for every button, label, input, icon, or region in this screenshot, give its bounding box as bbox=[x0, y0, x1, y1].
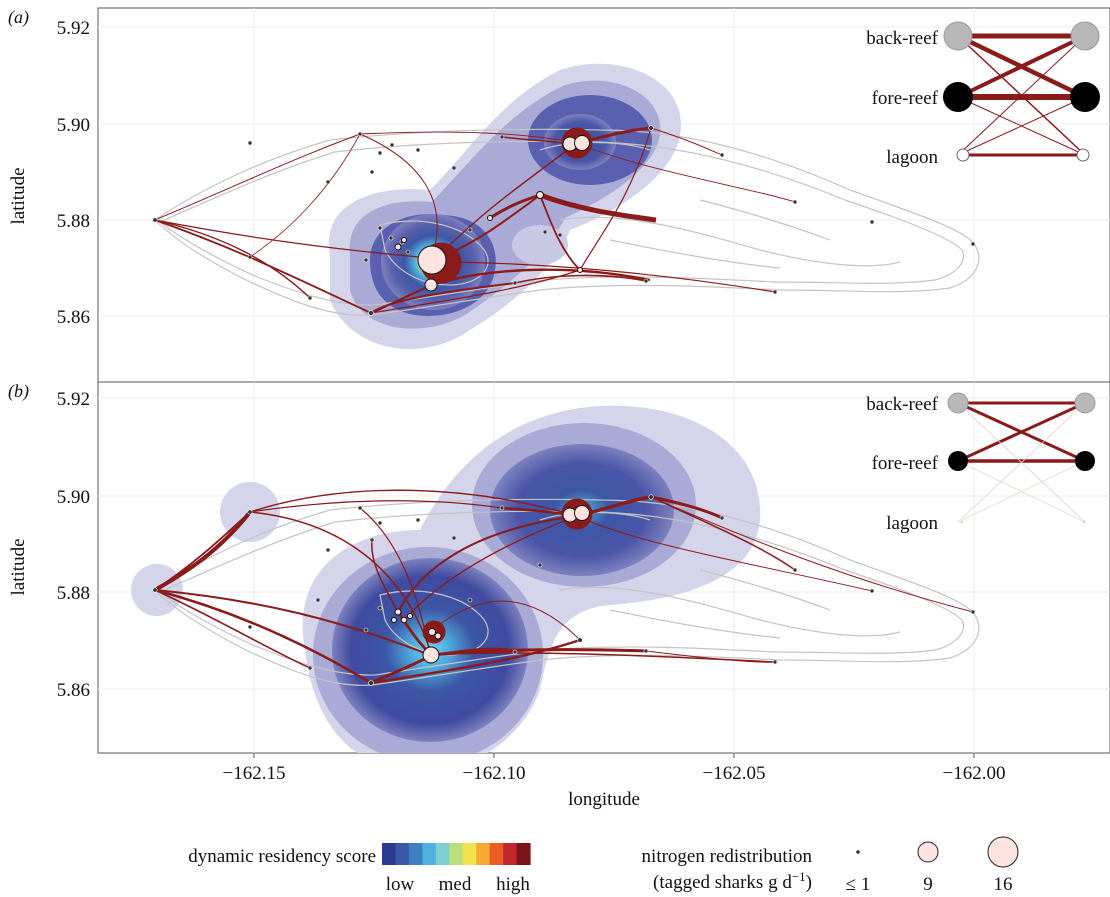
inset-a-lagoon-left bbox=[956, 148, 970, 162]
residency-colorbar-swatch bbox=[462, 843, 477, 865]
panel-b-label: (b) bbox=[8, 381, 29, 402]
nitrogen-size-large bbox=[987, 836, 1019, 868]
nitrogen-size-label-small: ≤ 1 bbox=[846, 874, 871, 895]
panel-a-ylabel: latitude bbox=[8, 168, 29, 225]
residency-label-low: low bbox=[386, 874, 415, 895]
residency-colorbar-swatch bbox=[395, 843, 410, 865]
inset-b-lagoon-right bbox=[1083, 521, 1085, 523]
legend-residency: dynamic residency score low med high bbox=[188, 843, 531, 895]
residency-colorbar-swatch bbox=[422, 843, 437, 865]
inset-b-label-lagoon: lagoon bbox=[886, 513, 938, 534]
panel-b-ytick-4: 5.86 bbox=[57, 680, 90, 701]
inset-b-label-backreef: back-reef bbox=[866, 394, 938, 415]
panel-a-ytick-1: 5.92 bbox=[57, 18, 90, 39]
inset-b-forereef-left bbox=[948, 451, 968, 471]
nitrogen-legend-title-2: (tagged sharks g d−1) bbox=[653, 869, 812, 893]
x-tick-1: −162.15 bbox=[223, 763, 286, 784]
panel-a-ytick-3: 5.88 bbox=[57, 211, 90, 232]
x-tick-4: −162.00 bbox=[943, 763, 1006, 784]
panel-b-receivers bbox=[152, 494, 976, 686]
inset-a-lagoon-right bbox=[1076, 148, 1090, 162]
residency-colorbar-swatch bbox=[435, 843, 450, 865]
panel-a-ytick-2: 5.90 bbox=[57, 115, 90, 136]
panel-b-y-ticks: 5.92 5.90 5.88 5.86 bbox=[57, 389, 90, 701]
panel-a-edges bbox=[154, 126, 796, 315]
nitrogen-size-label-medium: 9 bbox=[923, 874, 933, 895]
nitrogen-size-small bbox=[856, 850, 860, 854]
legend-nitrogen: nitrogen redistribution (tagged sharks g… bbox=[642, 836, 1019, 895]
panel-b-edges bbox=[154, 489, 974, 685]
panel-b-ylabel: latitude bbox=[8, 539, 29, 596]
residency-colorbar-swatch bbox=[503, 843, 518, 865]
residency-colorbar-swatch bbox=[408, 843, 423, 865]
panel-a-inset-edges bbox=[957, 33, 1086, 157]
panel-b-ytick-1: 5.92 bbox=[57, 389, 90, 410]
residency-label-med: med bbox=[439, 874, 472, 895]
panel-b: (b) 5.92 5.90 5.88 5.86 latitude bbox=[8, 381, 1110, 754]
inset-b-label-forereef: fore-reef bbox=[872, 453, 939, 474]
residency-colorbar bbox=[382, 843, 531, 865]
x-tick-2: −162.10 bbox=[463, 763, 526, 784]
panel-a-ytick-4: 5.86 bbox=[57, 307, 90, 328]
inset-b-backreef-left bbox=[947, 392, 969, 414]
x-axis-label: longitude bbox=[568, 789, 640, 810]
panel-b-nitrogen-nodes bbox=[391, 498, 593, 664]
nitrogen-size-medium bbox=[917, 841, 939, 863]
nitrogen-legend-title-1: nitrogen redistribution bbox=[642, 846, 813, 867]
inset-a-backreef-right bbox=[1070, 21, 1100, 51]
x-axis: −162.15 −162.10 −162.05 −162.00 longitud… bbox=[223, 753, 1006, 810]
inset-b-backreef-right bbox=[1074, 392, 1096, 414]
residency-legend-title: dynamic residency score bbox=[188, 846, 376, 867]
residency-label-high: high bbox=[496, 874, 530, 895]
panel-b-ytick-2: 5.90 bbox=[57, 487, 90, 508]
panel-a-nitrogen-nodes bbox=[394, 127, 593, 292]
panel-a-y-ticks: 5.92 5.90 5.88 5.86 bbox=[57, 18, 90, 328]
inset-a-label-lagoon: lagoon bbox=[886, 147, 938, 168]
inset-a-label-backreef: back-reef bbox=[866, 28, 938, 49]
panel-b-ytick-3: 5.88 bbox=[57, 583, 90, 604]
residency-colorbar-swatch bbox=[489, 843, 504, 865]
panel-b-inset: back-reef fore-reef lagoon bbox=[866, 392, 1096, 534]
inset-b-lagoon-left bbox=[961, 521, 963, 523]
inset-a-forereef-left bbox=[943, 82, 973, 112]
nitrogen-size-label-large: 16 bbox=[994, 874, 1013, 895]
residency-colorbar-swatch bbox=[449, 843, 464, 865]
panel-a-inset: back-reef fore-reef lagoon bbox=[866, 21, 1100, 168]
panel-a-label: (a) bbox=[8, 7, 29, 28]
residency-colorbar-swatch bbox=[382, 843, 397, 865]
residency-colorbar-swatch bbox=[516, 843, 531, 865]
panel-a: (a) 5.92 5.90 5.88 5.86 latitude bbox=[8, 7, 1110, 383]
panel-b-inset-edges bbox=[957, 401, 1086, 523]
inset-a-forereef-right bbox=[1070, 82, 1100, 112]
inset-a-label-forereef: fore-reef bbox=[872, 88, 939, 109]
inset-a-backreef-left bbox=[943, 21, 973, 51]
inset-b-forereef-right bbox=[1075, 451, 1095, 471]
residency-colorbar-swatch bbox=[476, 843, 491, 865]
x-tick-3: −162.05 bbox=[703, 763, 766, 784]
